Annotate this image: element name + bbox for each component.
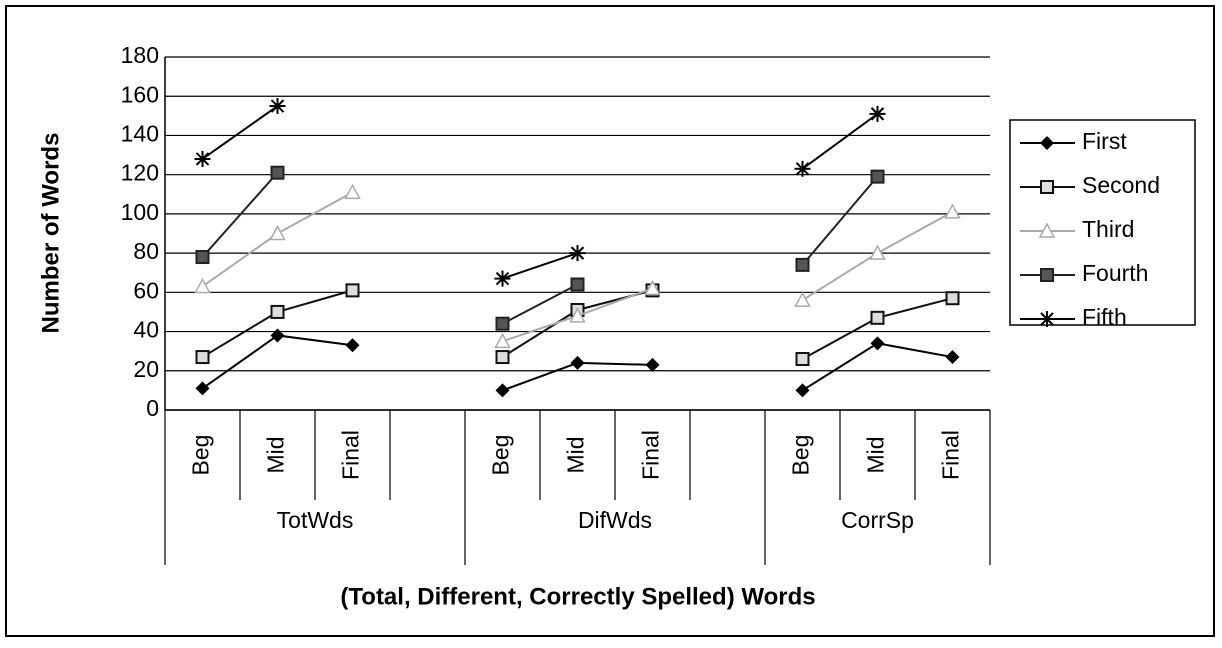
marker bbox=[195, 350, 210, 365]
y-tick-label: 60 bbox=[133, 277, 159, 303]
x-tick-label: Mid bbox=[563, 436, 589, 473]
marker bbox=[195, 381, 210, 396]
x-tick-label: Beg bbox=[488, 435, 514, 476]
marker-stroke bbox=[1040, 312, 1054, 326]
marker bbox=[870, 336, 885, 351]
marker bbox=[795, 257, 810, 272]
x-tick-label: Mid bbox=[263, 436, 289, 473]
marker bbox=[870, 169, 885, 184]
marker-stroke bbox=[270, 99, 285, 113]
marker bbox=[569, 307, 586, 323]
x-tick-label: Mid bbox=[863, 436, 889, 473]
marker-stroke bbox=[495, 271, 510, 286]
marker bbox=[795, 352, 810, 367]
marker-stroke bbox=[195, 152, 210, 166]
y-tick-label: 80 bbox=[133, 238, 159, 264]
marker bbox=[944, 203, 961, 219]
marker bbox=[495, 316, 510, 331]
y-tick-label: 140 bbox=[121, 121, 159, 147]
marker bbox=[869, 105, 886, 122]
marker bbox=[1040, 268, 1054, 282]
legend-label: Third bbox=[1082, 216, 1134, 242]
y-tick-label: 40 bbox=[133, 317, 159, 343]
marker bbox=[1038, 222, 1056, 238]
marker bbox=[494, 270, 511, 287]
marker bbox=[494, 332, 511, 349]
marker bbox=[195, 250, 210, 265]
y-tick-label: 160 bbox=[121, 81, 159, 107]
marker bbox=[644, 279, 661, 296]
x-tick-label: Final bbox=[638, 430, 664, 480]
marker bbox=[495, 350, 510, 365]
legend-box bbox=[1009, 119, 1196, 326]
x-tick-label: Beg bbox=[188, 435, 214, 476]
marker bbox=[794, 160, 811, 177]
marker bbox=[869, 244, 886, 260]
y-axis-title: Number of Words bbox=[37, 133, 64, 334]
legend-label: Second bbox=[1082, 172, 1160, 198]
marker bbox=[1040, 180, 1054, 194]
marker bbox=[795, 383, 810, 398]
marker bbox=[270, 165, 285, 180]
marker bbox=[794, 291, 811, 307]
y-tick-label: 180 bbox=[121, 42, 159, 68]
series-line bbox=[201, 105, 879, 280]
y-tick-label: 20 bbox=[133, 356, 159, 382]
marker bbox=[1039, 311, 1055, 327]
marker bbox=[270, 328, 285, 343]
marker bbox=[270, 304, 285, 319]
group-label: CorrSp bbox=[841, 507, 914, 533]
group-label: DifWds bbox=[578, 507, 652, 533]
y-tick-label: 100 bbox=[121, 199, 159, 225]
marker bbox=[1040, 136, 1054, 150]
series-line bbox=[201, 172, 879, 325]
marker bbox=[870, 310, 885, 325]
legend-label: First bbox=[1082, 128, 1127, 154]
y-tick-label: 0 bbox=[146, 395, 159, 421]
marker bbox=[495, 383, 510, 398]
marker bbox=[645, 357, 660, 372]
marker bbox=[345, 338, 360, 353]
x-axis-title: (Total, Different, Correctly Spelled) Wo… bbox=[340, 583, 815, 610]
marker-stroke bbox=[570, 246, 585, 260]
marker bbox=[569, 245, 586, 262]
marker bbox=[570, 277, 585, 292]
marker bbox=[345, 283, 360, 298]
x-tick-label: Final bbox=[938, 430, 964, 480]
y-tick-label: 120 bbox=[121, 160, 159, 186]
legend-label: Fourth bbox=[1082, 260, 1148, 286]
marker bbox=[570, 355, 585, 370]
marker bbox=[269, 98, 286, 115]
marker bbox=[945, 350, 960, 365]
marker bbox=[344, 183, 361, 200]
marker-stroke bbox=[795, 162, 810, 176]
x-tick-label: Beg bbox=[788, 435, 814, 476]
marker bbox=[945, 291, 960, 306]
marker bbox=[269, 224, 286, 241]
marker bbox=[194, 277, 211, 294]
x-tick-label: Final bbox=[338, 430, 364, 480]
marker-stroke bbox=[870, 107, 885, 121]
legend-label: Fifth bbox=[1082, 304, 1127, 330]
marker bbox=[194, 150, 211, 167]
group-label: TotWds bbox=[277, 507, 354, 533]
